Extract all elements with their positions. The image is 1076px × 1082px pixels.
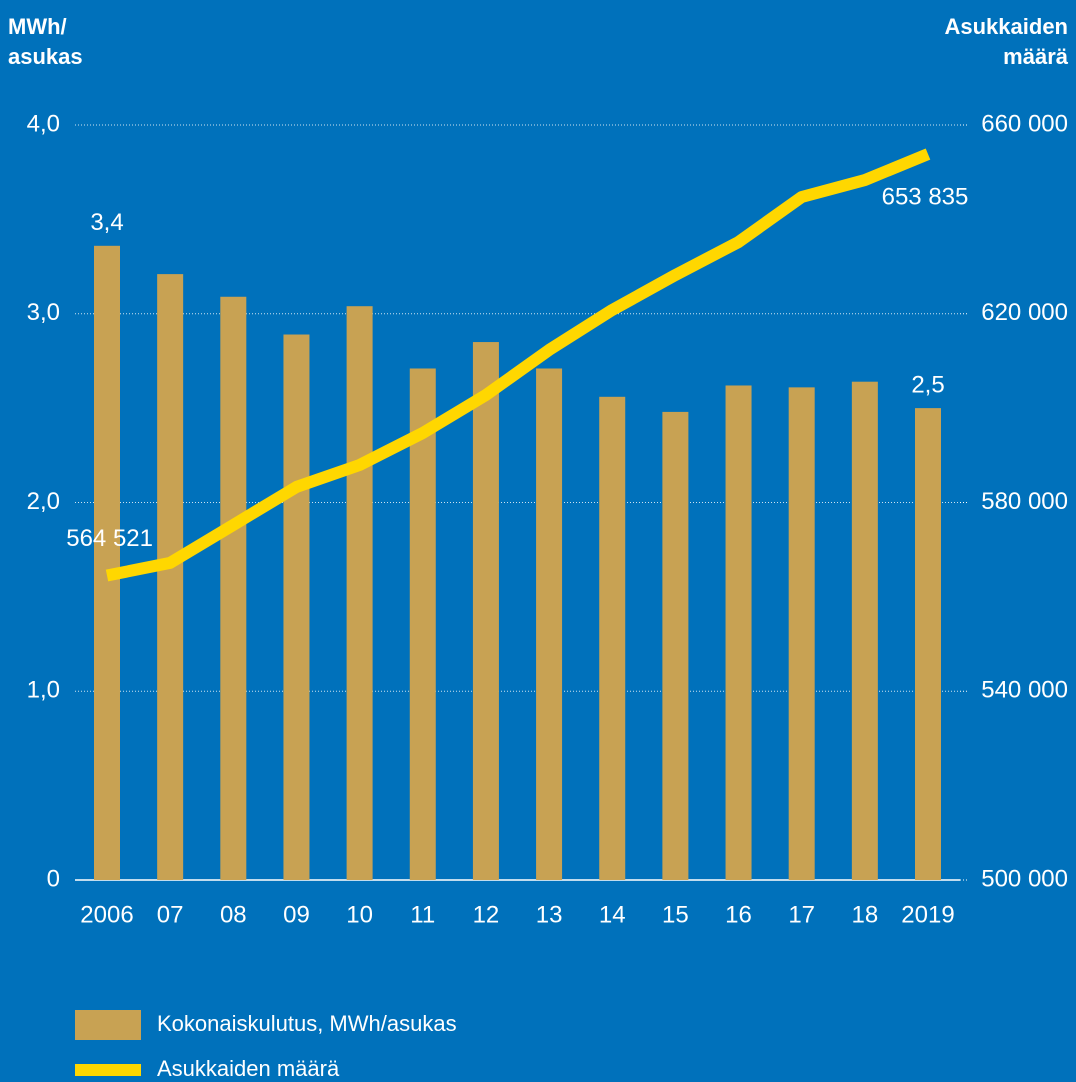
y-tick-label: 2,0 (27, 488, 60, 515)
x-tick-label: 14 (599, 901, 626, 928)
bar (94, 245, 120, 881)
x-tick-label: 11 (410, 901, 435, 928)
y2-tick-label: 540 000 (981, 677, 1068, 704)
data-label: 564 521 (66, 525, 153, 552)
x-tick-label: 17 (788, 901, 815, 928)
y-tick-label: 0 (47, 865, 60, 892)
y2-axis-title: Asukkaiden (945, 14, 1069, 39)
bar (662, 411, 689, 880)
y-axis-title: asukas (8, 44, 83, 69)
x-tick-label: 09 (283, 901, 310, 928)
x-tick-label: 12 (473, 901, 500, 928)
bar (283, 334, 310, 880)
bar (599, 396, 626, 880)
bar (220, 296, 247, 880)
legend-label: Asukkaiden määrä (157, 1056, 340, 1081)
x-tick-label: 2019 (901, 901, 954, 928)
bar (851, 381, 878, 880)
legend-swatch (75, 1064, 141, 1076)
bar (915, 408, 941, 880)
x-tick-label: 10 (346, 901, 373, 928)
line (105, 148, 931, 582)
y2-tick-label: 580 000 (981, 488, 1068, 515)
y-tick-label: 1,0 (27, 677, 60, 704)
legend-swatch (75, 1010, 141, 1040)
x-tick-label: 13 (536, 901, 563, 928)
y-tick-label: 3,0 (27, 299, 60, 326)
y2-axis-title: määrä (1003, 44, 1069, 69)
y-tick-label: 4,0 (27, 110, 60, 137)
y2-tick-label: 660 000 (981, 110, 1068, 137)
y2-tick-label: 620 000 (981, 299, 1068, 326)
bar (536, 368, 563, 880)
data-label: 3,4 (90, 209, 123, 236)
bar (409, 368, 436, 880)
y2-tick-label: 500 000 (981, 865, 1068, 892)
bar (346, 306, 373, 880)
y-axis-title: MWh/ (8, 14, 67, 39)
x-tick-label: 15 (662, 901, 689, 928)
x-tick-label: 07 (157, 901, 184, 928)
bar (725, 385, 752, 880)
x-tick-label: 08 (220, 901, 247, 928)
data-label: 653 835 (882, 183, 969, 210)
data-label: 2,5 (911, 371, 944, 398)
bar (157, 274, 184, 880)
x-tick-label: 18 (851, 901, 878, 928)
bar (472, 342, 499, 880)
x-tick-label: 2006 (80, 901, 133, 928)
bar (788, 387, 815, 880)
legend-label: Kokonaiskulutus, MWh/asukas (157, 1011, 457, 1036)
x-tick-label: 16 (725, 901, 752, 928)
